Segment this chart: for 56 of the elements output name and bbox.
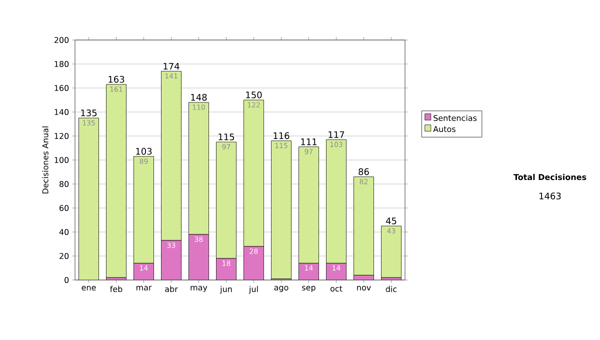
y-tick-label: 180 [54, 60, 69, 68]
total-label: 148 [191, 94, 207, 101]
bar [354, 176, 374, 276]
y-tick-label: 200 [54, 36, 69, 44]
text: 1463 [540, 192, 561, 200]
y-tick-label: 0 [64, 276, 69, 284]
bar [271, 140, 292, 279]
bar [106, 84, 126, 278]
text: Total Decisiones [514, 174, 586, 180]
bar [134, 156, 154, 264]
bar [298, 146, 319, 264]
total-label: 117 [328, 131, 344, 138]
x-tick-label: nov [357, 286, 371, 290]
bar [188, 234, 209, 280]
x-tick-label: ene [82, 286, 96, 290]
bar [161, 240, 182, 280]
y-tick-label: 140 [54, 108, 69, 116]
y-tick-label: 20 [60, 252, 69, 260]
legend-label: Sentencias [434, 114, 477, 122]
y-tick-label: 80 [60, 180, 69, 188]
x-tick-label: abr [165, 286, 178, 292]
x-tick-label: sep [302, 286, 316, 292]
total-label: 150 [246, 91, 262, 98]
y-tick-label: 100 [54, 156, 69, 164]
y-tick-label: 40 [59, 228, 69, 236]
bar [161, 70, 182, 241]
total-label: 45 [386, 218, 396, 224]
bar [326, 139, 346, 264]
x-tick-label: mar [136, 286, 152, 290]
total-label: 115 [218, 134, 234, 140]
bar [244, 246, 264, 280]
x-tick-label: jun [220, 286, 232, 294]
total-label: 135 [81, 109, 97, 116]
bar [78, 118, 99, 280]
x-tick-label: oct [330, 286, 342, 292]
total-label: 103 [136, 148, 152, 155]
total-label: 174 [164, 62, 180, 70]
x-tick-label: jul [248, 286, 258, 294]
total-label: 116 [274, 132, 290, 140]
bar [381, 226, 402, 278]
y-tick-label: 120 [54, 132, 69, 140]
x-tick-label: may [190, 286, 208, 292]
total-label: 86 [358, 168, 369, 176]
legend-label: Autos [433, 126, 456, 132]
total-label: 163 [108, 76, 124, 83]
bar [188, 102, 209, 235]
bar [244, 100, 264, 247]
y-tick-label: 60 [60, 204, 69, 212]
x-tick-label: dic [386, 286, 397, 292]
bar [216, 258, 236, 280]
x-tick-label: ago [274, 286, 288, 292]
y-tick-label: 160 [54, 84, 69, 92]
total-label: 111 [301, 138, 317, 146]
y-axis-title: Decisiones Anual [42, 126, 48, 194]
x-tick-label: feb [110, 286, 122, 292]
bar [216, 142, 236, 259]
